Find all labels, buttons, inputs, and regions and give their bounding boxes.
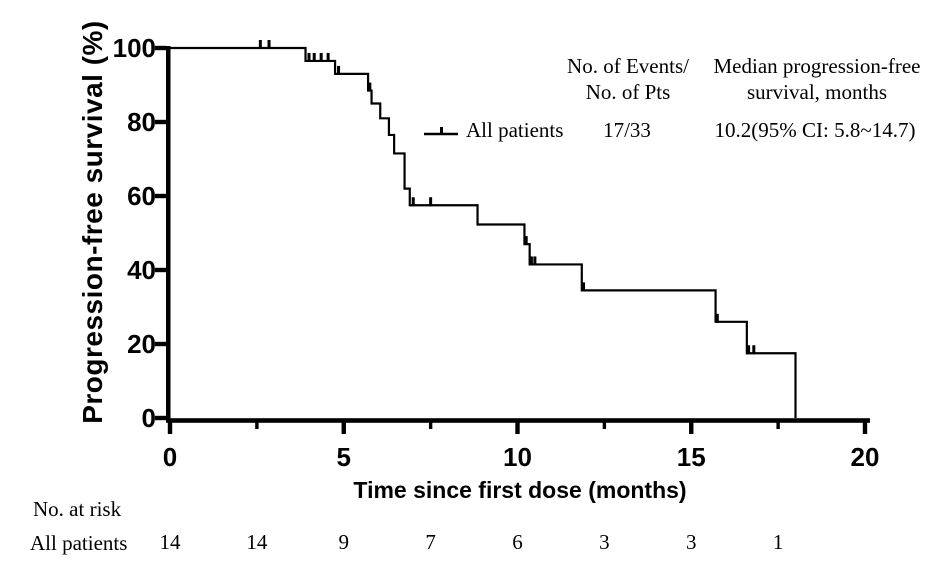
events-value: 17/33 [603,118,651,142]
censor-tick-mark [319,52,323,62]
censor-tick-mark [267,40,271,49]
at-risk-count: 7 [425,530,436,554]
at-risk-count: 14 [159,530,181,554]
y-tick-label: 60 [127,181,156,211]
x-tick-label: 20 [850,442,880,472]
censor-tick-mark [368,82,372,92]
y-axis-tick [155,267,166,273]
censor-tick-mark [429,197,433,207]
median-header-line2: survival, months [746,80,887,104]
y-axis-tick [155,341,166,347]
x-axis-major-tick [341,421,346,434]
at-risk-count: 14 [246,530,268,554]
x-axis-major-tick [689,421,694,434]
km-plot-area [155,40,870,434]
events-header-line1: No. of Events/ [567,54,689,78]
legend-series-label: All patients [466,118,564,142]
median-pfs-value: 10.2(95% CI: 5.8~14.7) [714,118,916,142]
at-risk-row-label: All patients [30,531,128,555]
y-axis-tick [155,415,166,421]
at-risk-count: 3 [686,530,697,554]
x-tick-label: 0 [162,442,178,472]
at-risk-table-title: No. at risk [33,497,122,521]
x-axis-major-tick [515,421,520,434]
censor-step-line-icon [424,127,458,136]
y-axis-title: Progression-free survival (%) [77,20,108,424]
at-risk-count: 3 [599,530,610,554]
x-axis-minor-tick [255,421,259,429]
censor-tick-mark [747,345,751,355]
x-axis-minor-tick [776,421,780,429]
y-tick-label: 0 [141,403,156,433]
x-axis-major-tick [167,421,173,434]
censor-tick-mark [524,236,528,246]
censor-tick-mark [337,65,341,75]
x-tick-label: 5 [336,442,351,472]
at-risk-count: 1 [772,530,784,554]
at-risk-count: 6 [512,530,523,554]
at-risk-count: 9 [338,530,350,554]
y-tick-label: 40 [127,255,156,285]
x-axis-minor-tick [602,421,607,429]
censor-tick-mark [752,345,756,355]
y-tick-label: 100 [112,33,156,63]
median-header-line1: Median progression-free [713,54,921,78]
x-axis-title: Time since first dose (months) [353,477,687,503]
censor-tick-mark [715,313,719,323]
censor-tick-mark [307,52,311,62]
y-axis-line [166,46,171,422]
y-tick-label: 20 [127,329,156,359]
censor-tick-mark [258,40,262,49]
x-tick-label: 15 [676,442,706,472]
median-column-header: Median progression-free survival, months [713,53,920,105]
events-column-header: No. of Events/ No. of Pts [567,53,689,105]
censor-tick-mark [533,256,537,266]
x-axis-minor-tick [428,421,433,429]
x-axis-major-tick [862,421,868,434]
x-tick-label: 10 [503,442,532,472]
survival-step-curve [170,46,797,418]
y-axis-tick [155,119,166,125]
y-axis-tick [155,193,166,199]
censor-tick-mark [312,52,316,62]
y-tick-label: 80 [127,107,156,137]
censor-tick-mark [411,197,415,207]
x-axis-line [166,418,870,423]
y-axis-tick [155,45,166,51]
censor-tick-mark [326,52,330,62]
events-header-line2: No. of Pts [585,80,671,104]
censor-tick-mark [582,282,586,292]
censor-tick-mark [529,256,533,266]
